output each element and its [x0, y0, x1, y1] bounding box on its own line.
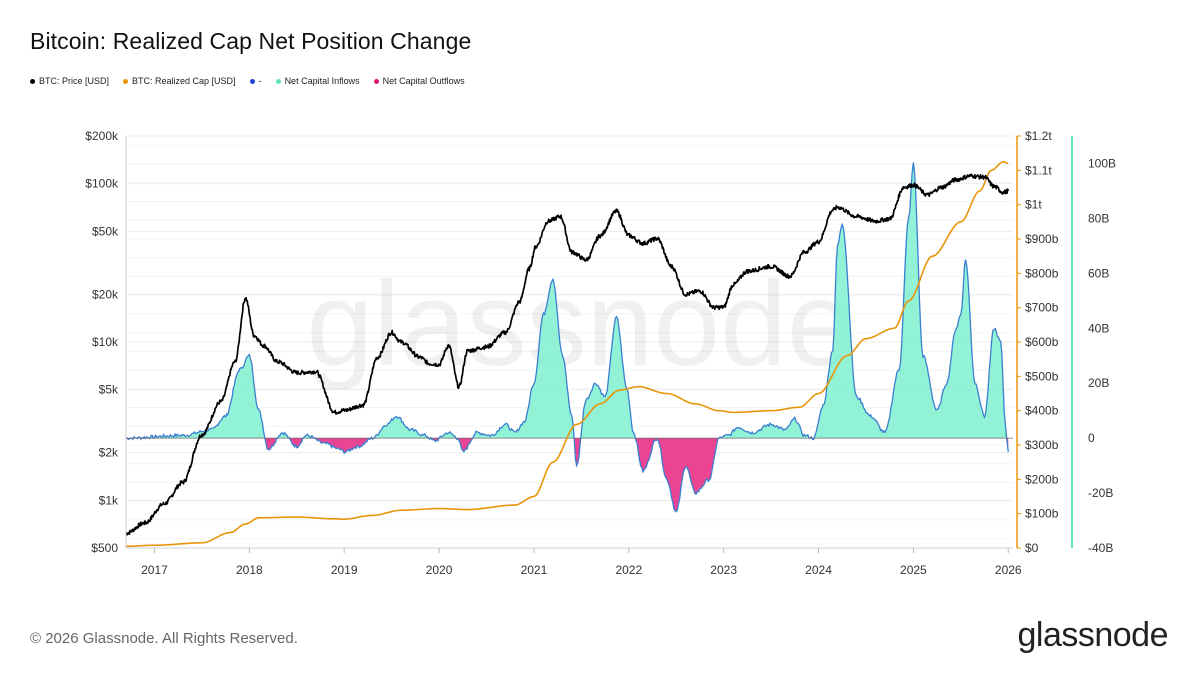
legend: BTC: Price [USD] BTC: Realized Cap [USD]… [30, 76, 465, 86]
price-tick-label: $10k [92, 335, 119, 349]
realized-cap-tick-label: $1t [1025, 198, 1042, 212]
x-tick-label: 2025 [900, 563, 927, 577]
price-tick-label: $500 [91, 541, 118, 555]
price-tick-label: $5k [99, 383, 119, 397]
realized-cap-tick-label: $500b [1025, 369, 1059, 383]
price-tick-label: $50k [92, 224, 119, 238]
gridlines [126, 135, 1013, 549]
realized-cap-tick-label: $0 [1025, 541, 1039, 555]
net-position-tick-label: -20B [1088, 486, 1113, 500]
legend-item-price[interactable]: BTC: Price [USD] [30, 76, 109, 86]
legend-label-dash: - [258, 76, 262, 86]
watermark: glassnode [306, 257, 853, 391]
legend-dot-inflows [275, 78, 281, 84]
price-tick-label: $1k [99, 493, 119, 507]
realized-cap-tick-label: $900b [1025, 232, 1059, 246]
net-position-tick-label: 0 [1088, 431, 1095, 445]
price-tick-label: $2k [99, 446, 119, 460]
net-capital-inflows-area [126, 162, 1009, 439]
realized-cap-tick-label: $700b [1025, 301, 1059, 315]
legend-label-price: BTC: Price [USD] [39, 76, 110, 86]
net-position-tick-label: 40B [1088, 321, 1109, 335]
realized-cap-tick-label: $400b [1025, 404, 1059, 418]
realized-cap-tick-label: $100b [1025, 507, 1059, 521]
net-position-tick-label: 80B [1088, 211, 1109, 225]
glassnode-logo: glassnode [1017, 616, 1168, 654]
price-tick-label: $200k [85, 129, 119, 143]
net-position-areas [126, 162, 1009, 512]
realized-cap-tick-label: $1.2t [1025, 129, 1052, 143]
legend-item-outflows[interactable]: Net Capital Outflows [373, 76, 465, 86]
copyright-footer: © 2026 Glassnode. All Rights Reserved. [30, 630, 298, 647]
legend-dot-outflows [373, 78, 379, 84]
realized-cap-tick-label: $600b [1025, 335, 1059, 349]
x-tick-label: 2026 [995, 563, 1022, 577]
legend-dot-realized-cap [123, 78, 129, 84]
x-tick-label: 2020 [426, 563, 453, 577]
x-tick-label: 2021 [521, 563, 548, 577]
realized-cap-tick-label: $1.1t [1025, 163, 1052, 177]
price-tick-label: $20k [92, 287, 119, 301]
realized-cap-tick-label: $800b [1025, 266, 1059, 280]
x-tick-label: 2023 [710, 563, 737, 577]
btc-price-line [125, 173, 1010, 536]
net-position-tick-label: 60B [1088, 266, 1109, 280]
legend-label-inflows: Net Capital Inflows [284, 76, 360, 86]
price-tick-label: $100k [85, 177, 119, 191]
x-tick-label: 2024 [805, 563, 832, 577]
net-position-line [125, 162, 1009, 513]
net-position-tick-label: 100B [1088, 156, 1116, 170]
legend-dot-dash [249, 78, 255, 84]
legend-item-inflows[interactable]: Net Capital Inflows [275, 76, 360, 86]
legend-label-realized-cap: BTC: Realized Cap [USD] [132, 76, 236, 86]
realized-cap-line [125, 160, 1009, 548]
realized-cap-tick-label: $200b [1025, 472, 1059, 486]
x-tick-label: 2017 [141, 563, 168, 577]
chart-title: Bitcoin: Realized Cap Net Position Chang… [30, 28, 472, 54]
legend-dot-price [30, 78, 35, 84]
series-lines [125, 160, 1013, 548]
net-position-tick-label: -40B [1088, 541, 1113, 555]
x-tick-label: 2018 [236, 563, 263, 577]
axes: $200k $100k $50k $20k $10k $5k $2k $1k $500 $1.2t… [85, 129, 1116, 577]
legend-item-dash[interactable]: - [249, 76, 262, 86]
legend-label-outflows: Net Capital Outflows [382, 76, 465, 86]
legend-item-realized-cap[interactable]: BTC: Realized Cap [USD] [123, 76, 236, 86]
x-tick-label: 2022 [615, 563, 642, 577]
net-position-tick-label: 20B [1088, 376, 1109, 390]
realized-cap-tick-label: $300b [1025, 438, 1059, 452]
x-tick-label: 2019 [331, 563, 358, 577]
